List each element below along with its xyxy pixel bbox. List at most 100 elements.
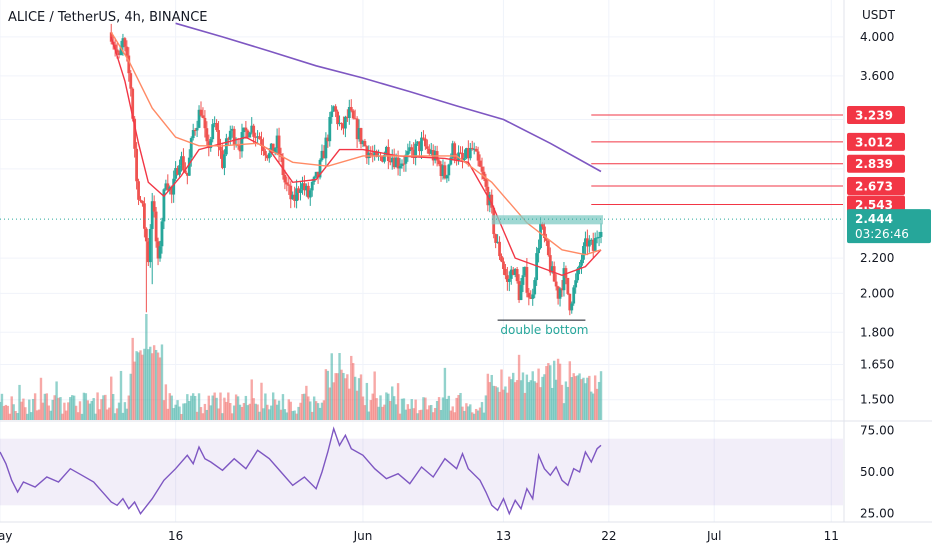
candle[interactable] <box>517 274 521 303</box>
candle[interactable] <box>464 147 468 160</box>
candle[interactable] <box>414 139 418 166</box>
candle[interactable] <box>568 293 572 316</box>
candle[interactable] <box>505 266 509 291</box>
candle[interactable] <box>338 115 341 127</box>
resistance-zone[interactable] <box>491 215 603 225</box>
candle[interactable] <box>340 122 343 131</box>
candle[interactable] <box>439 161 443 182</box>
candle[interactable] <box>265 154 269 161</box>
candle[interactable] <box>537 239 540 263</box>
candle[interactable] <box>562 261 566 297</box>
candle[interactable] <box>519 277 523 301</box>
candle[interactable] <box>392 148 396 170</box>
candle[interactable] <box>201 107 205 119</box>
candle[interactable] <box>546 239 550 257</box>
candle[interactable] <box>154 206 158 248</box>
candle[interactable] <box>544 233 548 247</box>
candle[interactable] <box>451 140 455 161</box>
candle[interactable] <box>144 227 148 313</box>
candle[interactable] <box>322 145 326 159</box>
candle[interactable] <box>244 120 248 139</box>
candle[interactable] <box>199 101 203 117</box>
candle[interactable] <box>273 147 277 156</box>
candle[interactable] <box>584 231 587 255</box>
candle[interactable] <box>513 267 517 278</box>
candle[interactable] <box>359 127 363 149</box>
candle[interactable] <box>304 183 308 197</box>
candle[interactable] <box>416 141 419 146</box>
candle[interactable] <box>500 253 503 263</box>
candle[interactable] <box>373 144 377 161</box>
candle[interactable] <box>531 288 535 306</box>
candle[interactable] <box>289 181 293 209</box>
candle[interactable] <box>412 142 416 165</box>
candle[interactable] <box>330 105 334 124</box>
candle[interactable] <box>172 170 176 203</box>
candle[interactable] <box>527 288 531 306</box>
candle[interactable] <box>277 127 281 163</box>
candle[interactable] <box>295 179 299 209</box>
candle[interactable] <box>185 172 189 185</box>
candle[interactable] <box>554 274 558 291</box>
candle[interactable] <box>347 99 351 125</box>
candle[interactable] <box>287 176 291 195</box>
candle[interactable] <box>334 104 338 118</box>
candle[interactable] <box>533 277 537 299</box>
candle[interactable] <box>164 179 168 191</box>
candle[interactable] <box>476 146 480 167</box>
candle[interactable] <box>509 265 513 285</box>
candle[interactable] <box>252 123 256 144</box>
candle[interactable] <box>141 200 144 207</box>
candle[interactable] <box>293 186 297 208</box>
candle[interactable] <box>306 182 310 200</box>
candle[interactable] <box>135 142 138 190</box>
candle[interactable] <box>424 134 427 150</box>
candle[interactable] <box>291 191 295 200</box>
candle[interactable] <box>176 165 179 176</box>
candle[interactable] <box>484 173 488 191</box>
candle[interactable] <box>437 158 441 167</box>
candle[interactable] <box>420 131 423 160</box>
candle[interactable] <box>441 159 445 180</box>
candle[interactable] <box>221 144 224 170</box>
candle[interactable] <box>160 217 164 254</box>
candle[interactable] <box>582 242 585 264</box>
candle[interactable] <box>318 158 322 180</box>
candle[interactable] <box>521 266 525 293</box>
candle[interactable] <box>457 145 460 165</box>
candle[interactable] <box>587 235 591 253</box>
candle[interactable] <box>425 139 429 154</box>
candle[interactable] <box>498 236 501 261</box>
candle[interactable] <box>203 110 207 138</box>
candle[interactable] <box>283 169 287 190</box>
candle[interactable] <box>187 149 191 176</box>
candle[interactable] <box>326 134 330 148</box>
candle[interactable] <box>504 263 507 280</box>
candle[interactable] <box>213 116 217 128</box>
candle[interactable] <box>556 285 560 305</box>
candle[interactable] <box>585 229 589 256</box>
candle[interactable] <box>129 70 133 97</box>
candle[interactable] <box>314 171 318 178</box>
candle[interactable] <box>515 266 519 284</box>
candle[interactable] <box>209 136 213 152</box>
candle[interactable] <box>324 132 328 166</box>
candle[interactable] <box>150 192 154 285</box>
candle[interactable] <box>336 109 339 130</box>
candle[interactable] <box>158 240 162 262</box>
candle[interactable] <box>511 266 515 276</box>
candle[interactable] <box>211 118 215 143</box>
candle[interactable] <box>494 233 498 249</box>
candle[interactable] <box>599 223 603 244</box>
candle[interactable] <box>353 109 357 120</box>
candle[interactable] <box>170 185 174 204</box>
candle[interactable] <box>217 121 220 157</box>
candle[interactable] <box>182 148 185 173</box>
candle[interactable] <box>342 116 345 135</box>
candle[interactable] <box>117 50 121 59</box>
candle[interactable] <box>178 159 181 177</box>
candle[interactable] <box>595 230 599 244</box>
candle[interactable] <box>406 143 410 162</box>
candle[interactable] <box>343 115 347 138</box>
candle[interactable] <box>215 119 219 132</box>
